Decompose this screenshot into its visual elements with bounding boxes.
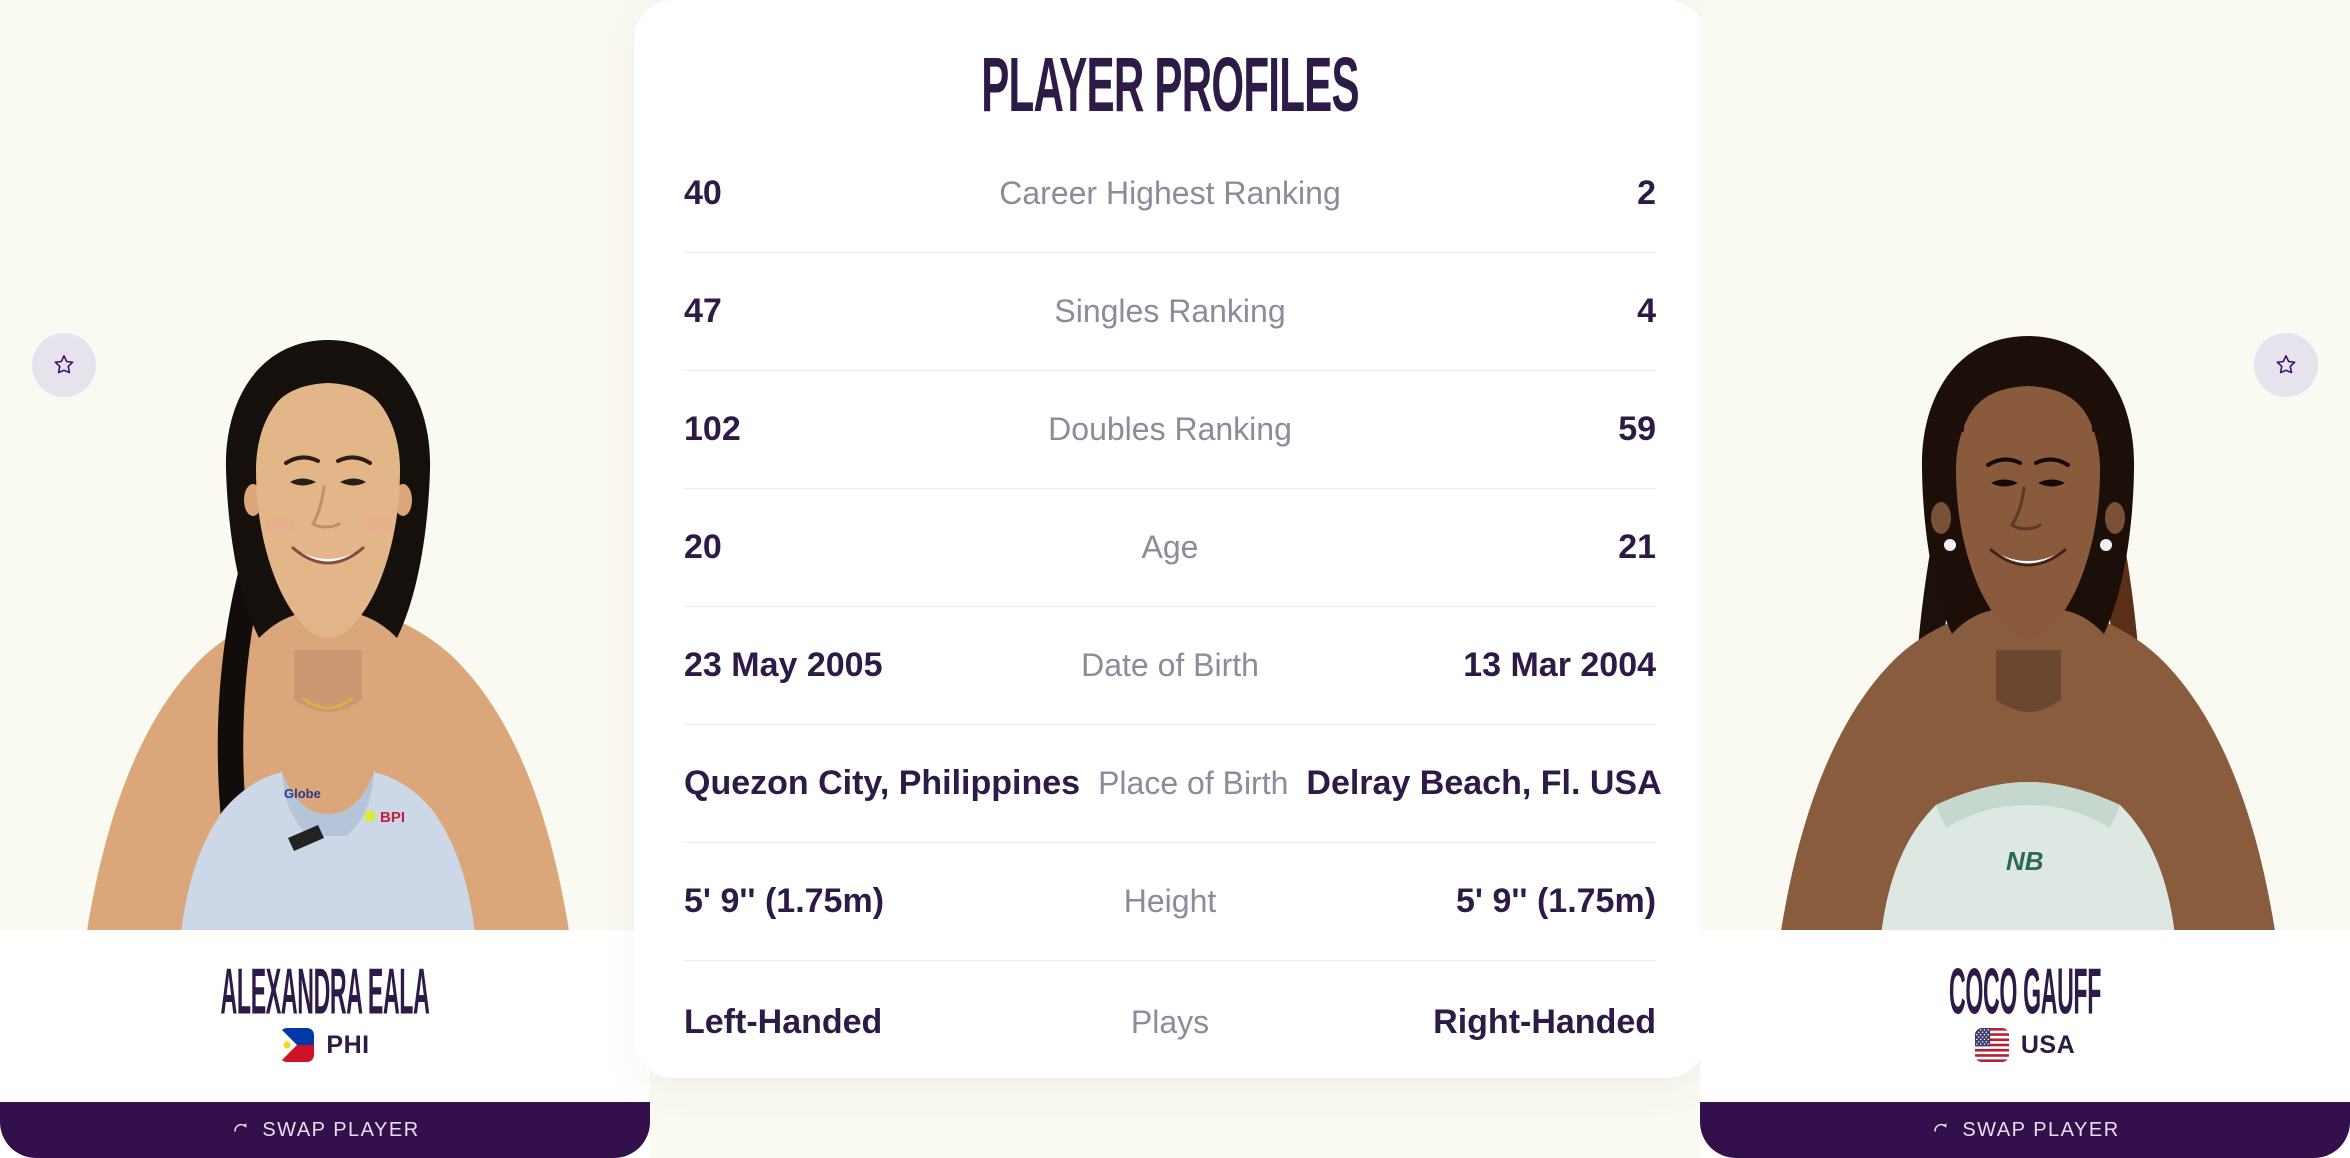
svg-text:NB: NB bbox=[2006, 846, 2044, 876]
svg-text:Globe: Globe bbox=[284, 786, 321, 801]
svg-text:BPI: BPI bbox=[380, 809, 405, 826]
